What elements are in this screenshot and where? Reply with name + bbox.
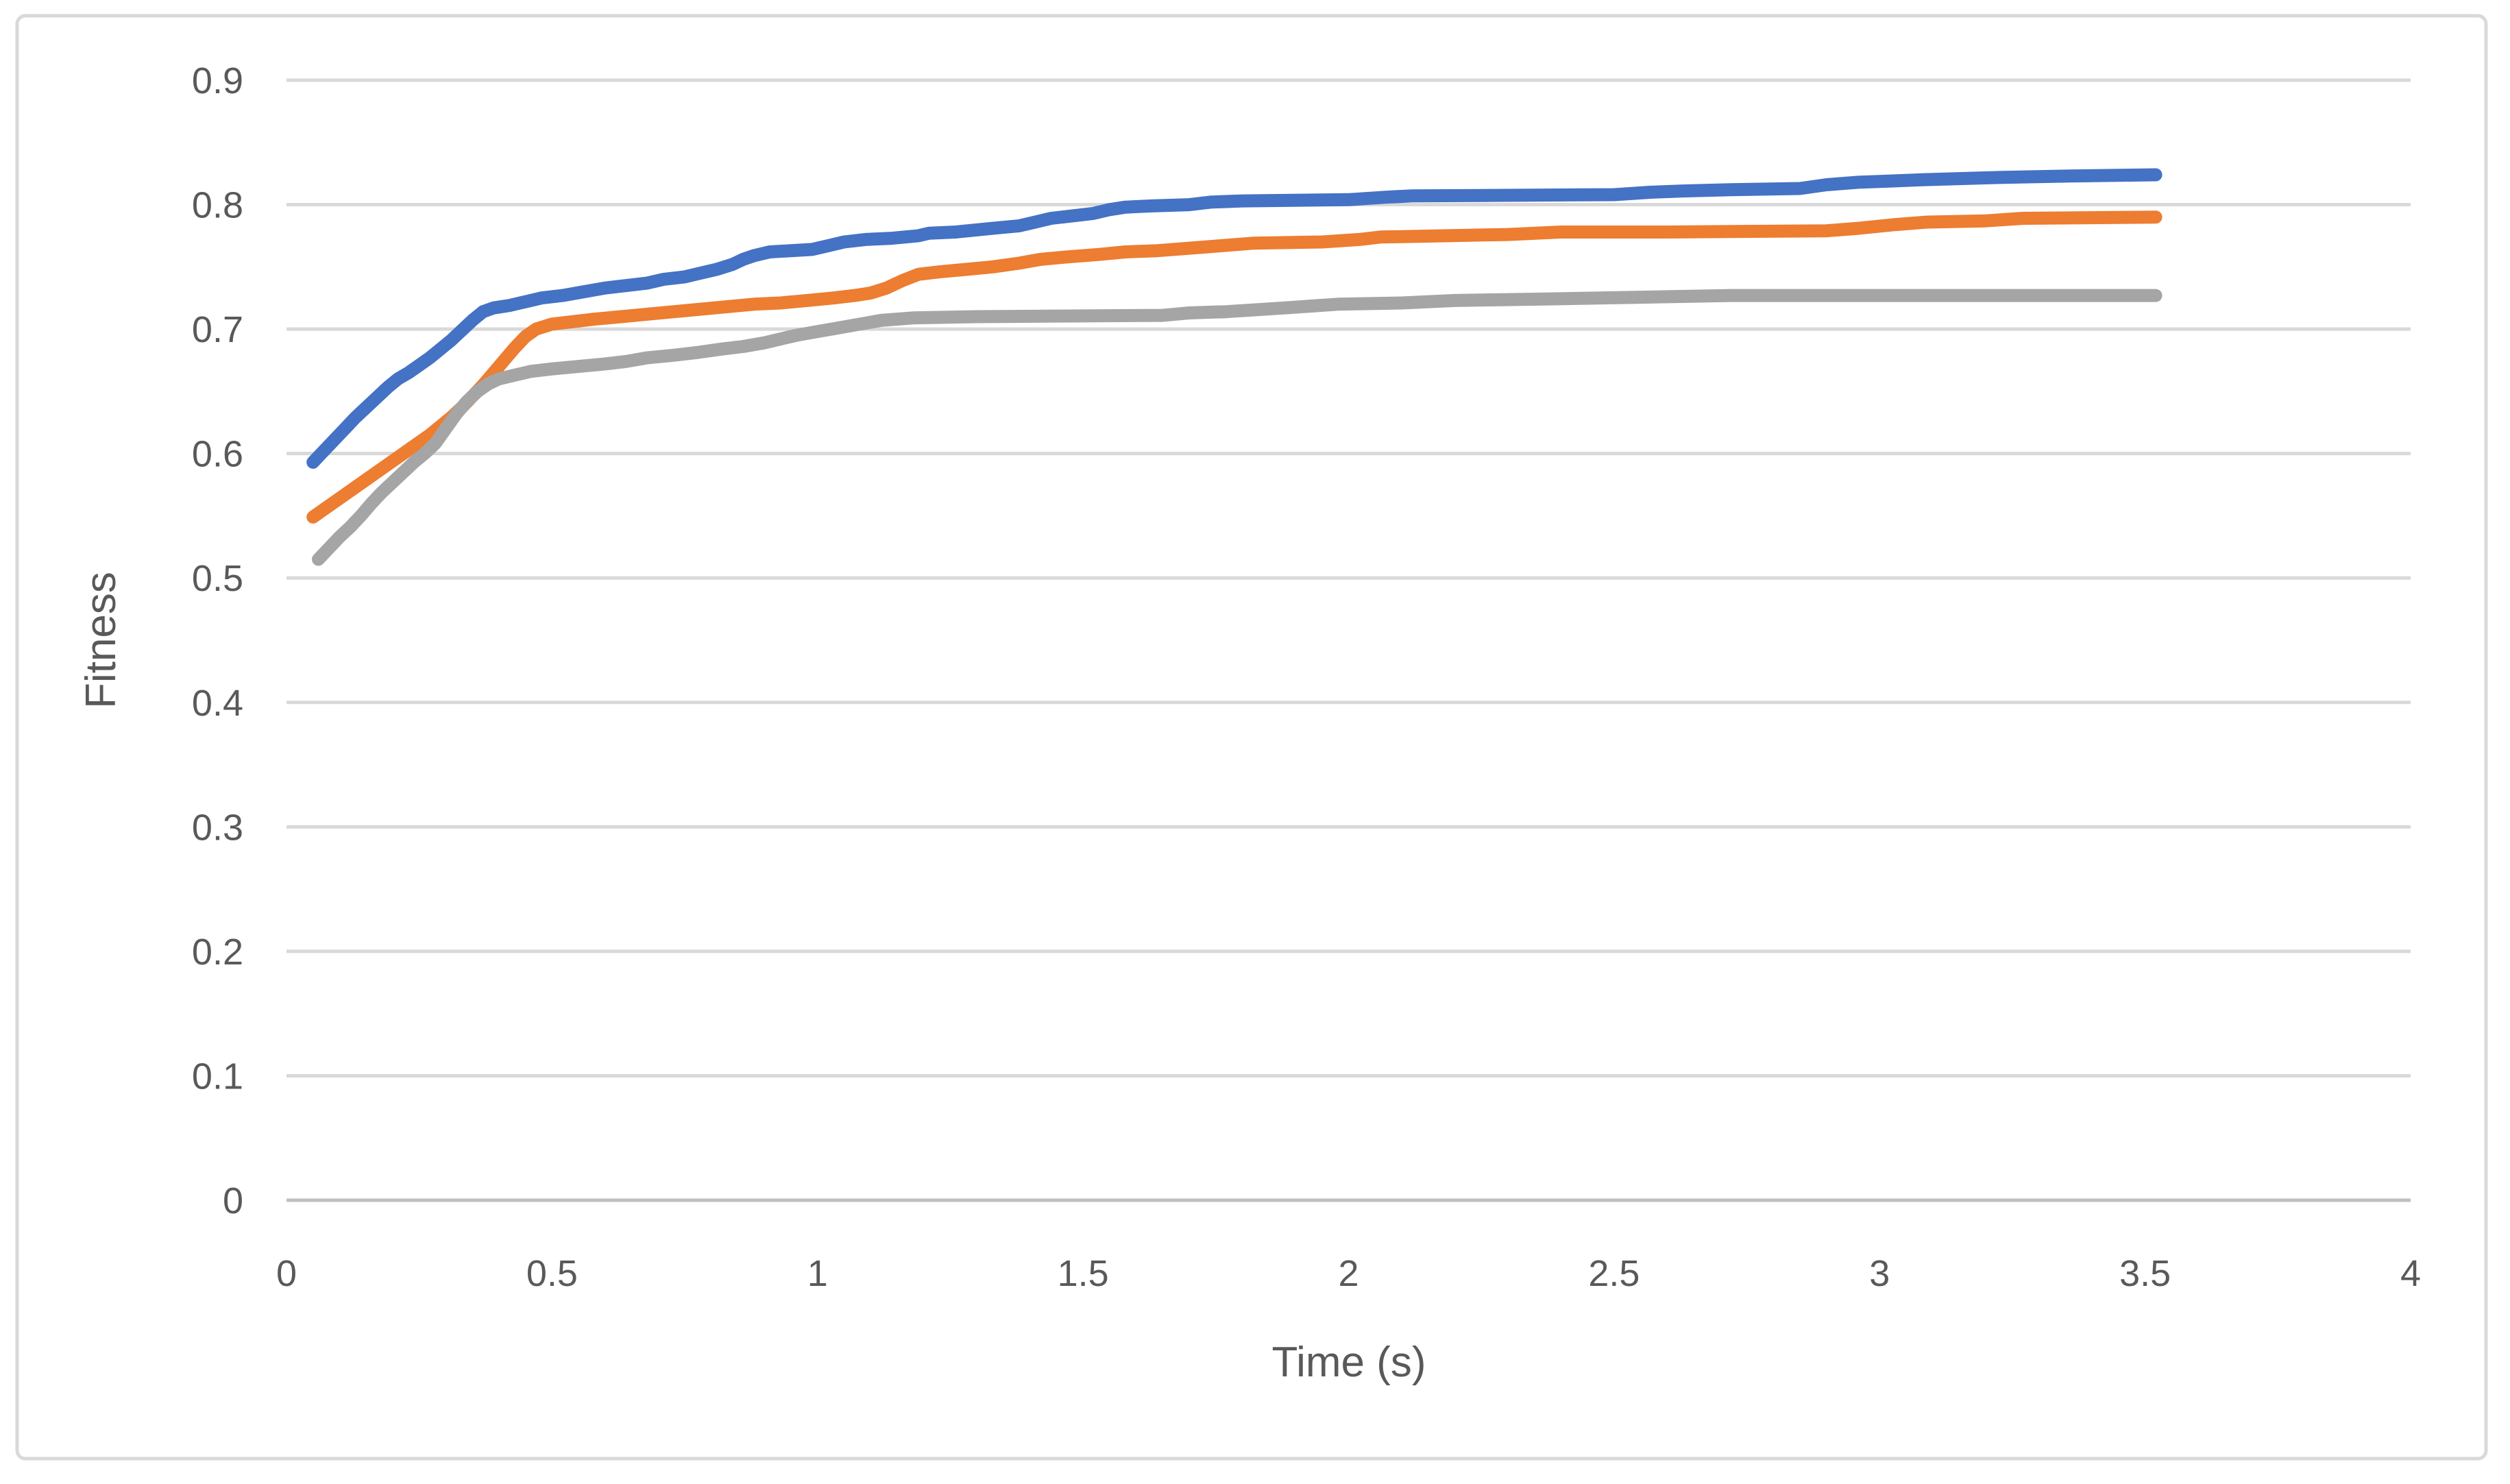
x-tick-label: 0: [276, 1253, 297, 1294]
x-tick-label: 2.5: [1588, 1253, 1640, 1294]
y-tick-label: 0.2: [192, 932, 243, 973]
gridlines: [287, 78, 2411, 1202]
x-tick-label: 3: [1869, 1253, 1890, 1294]
x-axis-title: Time (s): [1272, 1339, 1426, 1386]
series-orange-line: [306, 210, 2162, 524]
y-axis-tick-labels: 0 0.1 0.2 0.3 0.4 0.5 0.6 0.7 0.8 0.9: [192, 60, 243, 1221]
x-tick-label: 2: [1338, 1253, 1358, 1294]
y-tick-label: 0.9: [192, 60, 243, 101]
series-gray-line: [312, 289, 2162, 566]
x-axis-tick-labels: 0 0.5 1 1.5 2 2.5 3 3.5 4: [276, 1253, 2421, 1294]
y-tick-label: 0.3: [192, 807, 243, 848]
x-tick-label: 1.5: [1058, 1253, 1109, 1294]
series-blue-line: [306, 168, 2162, 469]
y-tick-label: 0.4: [192, 683, 243, 724]
series-lines: [306, 168, 2162, 566]
y-tick-label: 0.7: [192, 309, 243, 350]
y-tick-label: 0.8: [192, 185, 243, 226]
x-tick-label: 4: [2400, 1253, 2421, 1294]
frame-border: [15, 14, 2488, 1461]
y-axis-title: Fitness: [77, 572, 125, 709]
y-tick-label: 0: [223, 1180, 243, 1221]
x-tick-label: 0.5: [526, 1253, 578, 1294]
y-tick-label: 0.5: [192, 558, 243, 599]
x-tick-label: 1: [807, 1253, 828, 1294]
y-tick-label: 0.1: [192, 1056, 243, 1097]
y-tick-label: 0.6: [192, 434, 243, 475]
x-tick-label: 3.5: [2119, 1253, 2171, 1294]
